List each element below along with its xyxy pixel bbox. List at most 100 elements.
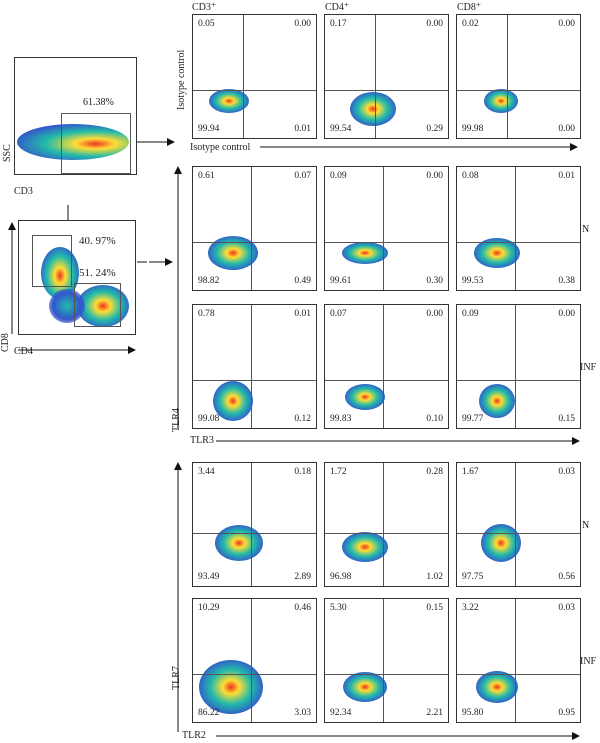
cd4-axis-label: CD4: [14, 346, 33, 357]
population-cluster: [199, 660, 263, 714]
quadrant-value-lower-left: 99.98: [462, 124, 484, 134]
tlr4-axis-label: TLR4: [171, 408, 182, 432]
quadrant-plot-tlr27_N-1: 3.44 0.18 93.49 2.89: [192, 462, 317, 587]
cd3-axis-label: CD3: [14, 186, 33, 197]
quadrant-value-upper-left: 3.22: [462, 603, 479, 613]
cd8-cd4-plot: 40. 97% 51. 24%: [18, 220, 136, 335]
row-label-inf: INF: [580, 362, 597, 373]
quadrant-value-lower-right: 3.03: [294, 708, 311, 718]
quadrant-divider-vertical: [251, 599, 252, 722]
population-cluster: [209, 89, 249, 113]
quadrant-divider-horizontal: [325, 674, 448, 675]
quadrant-value-lower-left: 93.49: [198, 572, 220, 582]
quadrant-divider-vertical: [515, 599, 516, 722]
population-cluster: [350, 92, 396, 126]
quadrant-value-upper-left: 0.05: [198, 19, 215, 29]
quadrant-value-lower-right: 0.01: [294, 124, 311, 134]
cd3-gate: [61, 113, 131, 174]
quadrant-plot-tlr27_INF-3: 3.22 0.03 95.80 0.95: [456, 598, 581, 723]
quadrant-plot-tlr34_INF-3: 0.09 0.00 99.77 0.15: [456, 304, 581, 429]
quadrant-value-lower-right: 0.95: [558, 708, 575, 718]
cd8-axis-label: CD8: [0, 333, 11, 352]
quadrant-value-upper-right: 0.03: [558, 603, 575, 613]
column-header-cd8: CD8⁺: [457, 2, 482, 13]
cd4-gate: [74, 283, 121, 327]
population-cluster: [208, 236, 258, 270]
cd4-gate-percent: 51. 24%: [79, 267, 116, 279]
quadrant-divider-horizontal: [325, 90, 448, 91]
cd8-gate: [32, 235, 72, 287]
quadrant-value-upper-left: 0.08: [462, 171, 479, 181]
quadrant-plot-tlr27_INF-2: 5.30 0.15 92.34 2.21: [324, 598, 449, 723]
quadrant-value-upper-left: 10.29: [198, 603, 220, 613]
quadrant-divider-vertical: [251, 463, 252, 586]
quadrant-value-lower-right: 1.02: [426, 572, 443, 582]
quadrant-value-upper-right: 0.18: [294, 467, 311, 477]
quadrant-value-upper-left: 3.44: [198, 467, 215, 477]
quadrant-plot-isotype-3: 0.02 0.00 99.98 0.00: [456, 14, 581, 139]
quadrant-divider-vertical: [251, 305, 252, 428]
quadrant-plot-isotype-2: 0.17 0.00 99.54 0.29: [324, 14, 449, 139]
arrow-right-icon: [137, 258, 173, 266]
population-cluster: [345, 384, 385, 410]
quadrant-value-lower-right: 0.49: [294, 276, 311, 286]
row-label-n: N: [582, 224, 590, 235]
quadrant-value-upper-left: 0.09: [330, 171, 347, 181]
quadrant-divider-horizontal: [457, 674, 580, 675]
quadrant-value-lower-left: 86.22: [198, 708, 220, 718]
column-header-cd3: CD3⁺: [192, 2, 217, 13]
isotype-x-axis-label: Isotype control: [190, 142, 251, 153]
quadrant-divider-horizontal: [193, 380, 316, 381]
quadrant-value-lower-left: 96.98: [330, 572, 352, 582]
quadrant-value-lower-right: 0.30: [426, 276, 443, 286]
quadrant-plot-tlr34_INF-1: 0.78 0.01 99.08 0.12: [192, 304, 317, 429]
quadrant-plot-tlr27_N-2: 1.72 0.28 96.98 1.02: [324, 462, 449, 587]
quadrant-value-upper-right: 0.46: [294, 603, 311, 613]
tlr7-axis-arrow: [174, 462, 182, 732]
quadrant-divider-horizontal: [457, 90, 580, 91]
population-cluster: [17, 124, 129, 160]
quadrant-divider-horizontal: [457, 533, 580, 534]
quadrant-plot-isotype-1: 0.05 0.00 99.94 0.01: [192, 14, 317, 139]
quadrant-divider-vertical: [251, 167, 252, 290]
quadrant-plot-tlr34_INF-2: 0.07 0.00 99.83 0.10: [324, 304, 449, 429]
population-cluster: [343, 672, 387, 702]
quadrant-value-lower-left: 99.77: [462, 414, 484, 424]
quadrant-value-lower-right: 0.10: [426, 414, 443, 424]
quadrant-value-upper-left: 0.17: [330, 19, 347, 29]
row-label-inf: INF: [580, 656, 597, 667]
quadrant-value-lower-left: 92.34: [330, 708, 352, 718]
ssc-axis-label: SSC: [2, 144, 13, 162]
quadrant-plot-tlr34_N-2: 0.09 0.00 99.61 0.30: [324, 166, 449, 291]
tlr4-axis-arrow: [174, 166, 182, 428]
cd4-axis-arrow: [18, 346, 136, 354]
quadrant-value-lower-right: 0.38: [558, 276, 575, 286]
quadrant-value-lower-left: 99.53: [462, 276, 484, 286]
quadrant-value-lower-right: 0.12: [294, 414, 311, 424]
quadrant-value-upper-right: 0.03: [558, 467, 575, 477]
tlr3-axis-label: TLR3: [190, 435, 214, 446]
quadrant-divider-vertical: [507, 15, 508, 138]
quadrant-value-upper-right: 0.07: [294, 171, 311, 181]
quadrant-divider-horizontal: [325, 380, 448, 381]
quadrant-divider-vertical: [383, 305, 384, 428]
arrow-right-icon: [137, 138, 175, 146]
quadrant-plot-tlr34_N-3: 0.08 0.01 99.53 0.38: [456, 166, 581, 291]
quadrant-value-lower-right: 0.56: [558, 572, 575, 582]
quadrant-value-lower-right: 0.29: [426, 124, 443, 134]
population-cluster: [213, 381, 253, 421]
quadrant-value-upper-left: 0.09: [462, 309, 479, 319]
tlr7-axis-label: TLR7: [171, 666, 182, 690]
quadrant-divider-horizontal: [457, 242, 580, 243]
quadrant-value-upper-left: 1.72: [330, 467, 347, 477]
quadrant-value-lower-right: 0.15: [558, 414, 575, 424]
population-cluster: [479, 384, 515, 418]
quadrant-value-upper-right: 0.15: [426, 603, 443, 613]
isotype-x-arrow: [260, 143, 578, 151]
quadrant-value-upper-left: 1.67: [462, 467, 479, 477]
population-cluster: [215, 525, 263, 561]
quadrant-value-lower-left: 95.80: [462, 708, 484, 718]
quadrant-divider-vertical: [383, 463, 384, 586]
quadrant-plot-tlr27_INF-1: 10.29 0.46 86.22 3.03: [192, 598, 317, 723]
tlr2-axis-label: TLR2: [182, 730, 206, 741]
